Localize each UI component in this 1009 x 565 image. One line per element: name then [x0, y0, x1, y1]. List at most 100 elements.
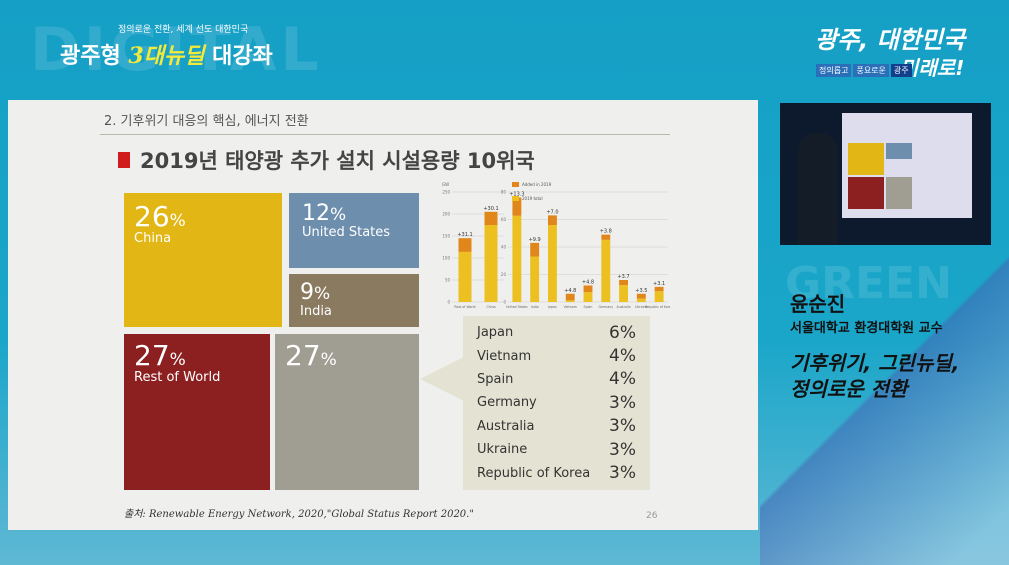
data-label: +3.5 [635, 288, 647, 294]
chip: 풍요로운 [853, 64, 889, 77]
legend-label: Added in 2019 [522, 182, 552, 187]
program-title: 광주형 3대뉴딜 대강좌 [60, 38, 273, 70]
bar-2019-total [654, 291, 664, 302]
data-label: +30.1 [483, 206, 498, 212]
category-label: Japan [547, 305, 557, 309]
ghost-text: GREEN [785, 258, 952, 309]
others-row: Spain 4% [463, 368, 650, 391]
bullet-square-icon [118, 152, 130, 168]
country-share: 3% [609, 463, 636, 484]
tick-label: 80 [501, 190, 507, 195]
title-highlight: 3대뉴딜 [128, 43, 205, 69]
speaker-affiliation: 서울대학교 환경대학원 교수 [790, 321, 943, 336]
data-label: +7.0 [546, 209, 558, 215]
category-label: Ukraine [635, 305, 647, 309]
speaker-figure [798, 133, 838, 245]
tile-pct: 27 [134, 339, 170, 372]
pct-sign: % [314, 284, 331, 304]
tick-label: 250 [442, 190, 450, 195]
bar-added-2019 [601, 234, 611, 240]
others-row: Vietnam 4% [463, 344, 650, 367]
bar-2019-total [458, 251, 472, 302]
category-label: Vietnam [564, 305, 577, 309]
slide-heading: 2019년 태양광 추가 설치 시설용량 10위국 [118, 145, 535, 175]
title-part: 광주형 [60, 44, 129, 69]
data-label: +3.8 [600, 229, 612, 235]
slide-section: 2. 기후위기 대응의 핵심, 에너지 전환 [104, 114, 309, 129]
country-name: Australia [477, 418, 535, 434]
y-axis-label: GW [442, 182, 449, 187]
bar-added-2019 [512, 197, 522, 216]
divider [100, 134, 670, 135]
category-label: India [531, 305, 539, 309]
heading-text: 2019년 태양광 추가 설치 시설용량 10위국 [140, 149, 535, 173]
country-name: Vietnam [477, 348, 532, 364]
bar-added-2019 [583, 285, 593, 293]
chip: 광주 [890, 64, 912, 77]
lecture-topic: 기후위기, 그린뉴딜, 정의로운 전환 [790, 350, 959, 402]
country-share: 4% [609, 369, 636, 390]
tick-label: 200 [442, 212, 450, 217]
data-label: +13.3 [509, 192, 524, 198]
data-label: +3.7 [617, 274, 629, 280]
others-breakdown: Japan 6% Vietnam 4% Spain 4% Germany 3% Australi… [463, 316, 650, 490]
tile-pct: 26 [134, 200, 170, 233]
tile-china: 26% China [124, 193, 282, 327]
title-part: 대강좌 [204, 44, 273, 69]
ghost-text: DIGITAL [30, 15, 323, 85]
country-share: 4% [609, 346, 636, 367]
bar-2019-total [484, 225, 498, 302]
country-name: Spain [477, 371, 514, 387]
bar-2019-total [530, 256, 540, 302]
presentation-screen [842, 113, 972, 218]
tile-pct: 12 [302, 201, 330, 226]
category-label: Republic of Korea [645, 305, 670, 309]
country-share: 3% [609, 416, 636, 437]
tick-label: 150 [442, 234, 450, 239]
tile-label: Rest of World [134, 370, 221, 385]
tile-others: 27% [275, 334, 419, 490]
bar-added-2019 [636, 293, 646, 299]
brand-slogan: 광주, 대한민국 [815, 26, 965, 54]
tile-united-states: 12% United States [289, 193, 419, 268]
tick-label: 100 [442, 256, 450, 261]
bar-added-2019 [458, 238, 472, 252]
bar-added-2019 [619, 280, 628, 286]
brand-chips: 정의롭고 풍요로운 광주 [816, 64, 912, 77]
others-row: Japan 6% [463, 321, 650, 344]
tick-label: 40 [501, 245, 507, 250]
tile-label: United States [302, 225, 391, 240]
pct-sign: % [169, 211, 186, 231]
bar-added-2019 [565, 293, 575, 301]
speaker-video-inset [780, 103, 991, 245]
chip: 정의롭고 [816, 64, 852, 77]
tile-pct: 27 [285, 339, 321, 372]
pct-sign: % [169, 350, 186, 370]
bar-2019-total [601, 239, 611, 302]
speaker-name: 윤순진 [790, 292, 846, 316]
country-share: 3% [609, 392, 636, 413]
category-label: Rest of World [454, 305, 475, 309]
topic-line: 기후위기, 그린뉴딜, [790, 351, 960, 375]
category-label: United States [506, 305, 528, 309]
decorative-background [760, 250, 1009, 565]
data-label: +4.8 [564, 288, 576, 294]
country-share: 3% [609, 439, 636, 460]
source-citation: 출처: Renewable Energy Network, 2020,"Glob… [124, 509, 474, 520]
others-row: Ukraine 3% [463, 438, 650, 461]
tile-label: India [300, 304, 332, 319]
program-tagline: 정의로운 전환, 세계 선도 대한민국 [118, 25, 249, 35]
data-label: +4.8 [582, 280, 594, 286]
bar-added-2019 [548, 215, 557, 225]
tick-label: 50 [445, 278, 451, 283]
category-label: Australia [617, 305, 631, 309]
pct-sign: % [320, 350, 337, 370]
bar-2019-total [583, 292, 593, 302]
legend-label: 2019 total [522, 196, 543, 201]
data-label: +31.1 [457, 232, 472, 238]
others-row: Germany 3% [463, 391, 650, 414]
bar-added-2019 [484, 211, 498, 226]
tile-india: 9% India [289, 274, 419, 327]
others-row: Republic of Korea 3% [463, 461, 650, 484]
